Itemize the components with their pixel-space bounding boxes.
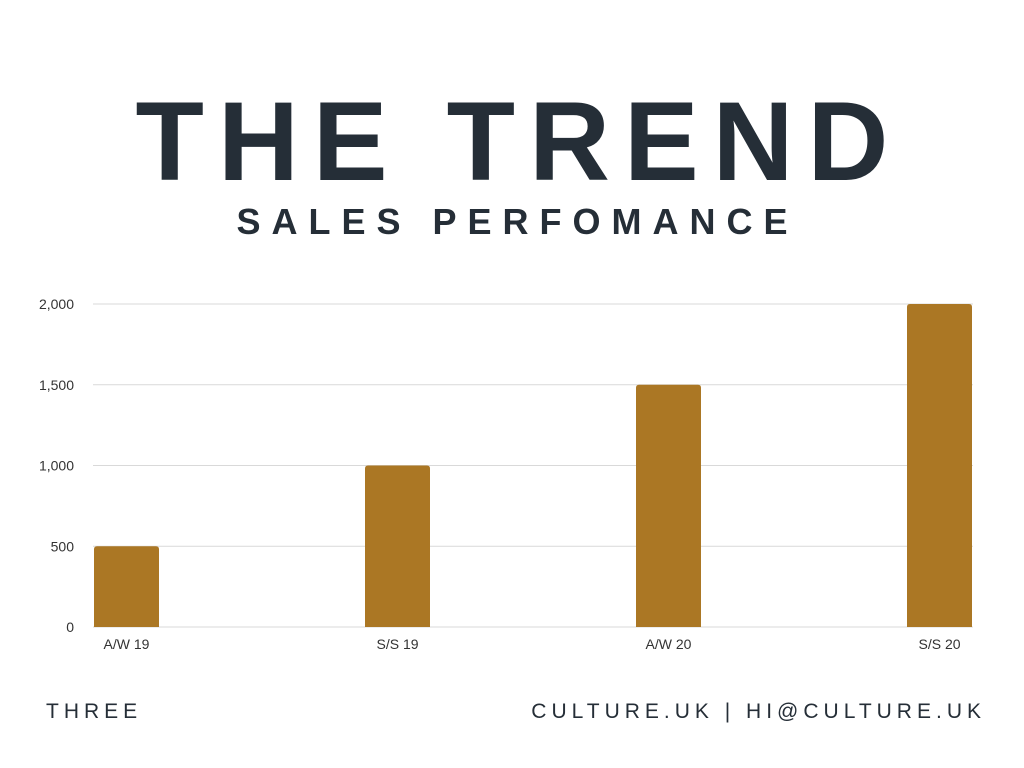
y-tick-label: 2,000	[39, 296, 74, 312]
bar	[365, 465, 430, 627]
x-tick-label: A/W 20	[646, 636, 692, 652]
bar	[907, 304, 972, 627]
x-tick-label: S/S 20	[918, 636, 960, 652]
bar	[94, 546, 159, 627]
page-subtitle: SALES PERFOMANCE	[236, 201, 799, 242]
y-tick-label: 0	[66, 619, 74, 635]
x-tick-label: S/S 19	[376, 636, 418, 652]
bar	[636, 384, 701, 627]
y-tick-label: 1,000	[39, 458, 74, 474]
x-tick-label: A/W 19	[104, 636, 150, 652]
page-title: THE TREND	[135, 79, 903, 204]
footer-left: THREE	[46, 700, 143, 723]
y-tick-label: 1,500	[39, 377, 74, 393]
footer-right: CULTURE.UK | HI@CULTURE.UK	[531, 700, 986, 723]
y-tick-label: 500	[51, 538, 75, 554]
